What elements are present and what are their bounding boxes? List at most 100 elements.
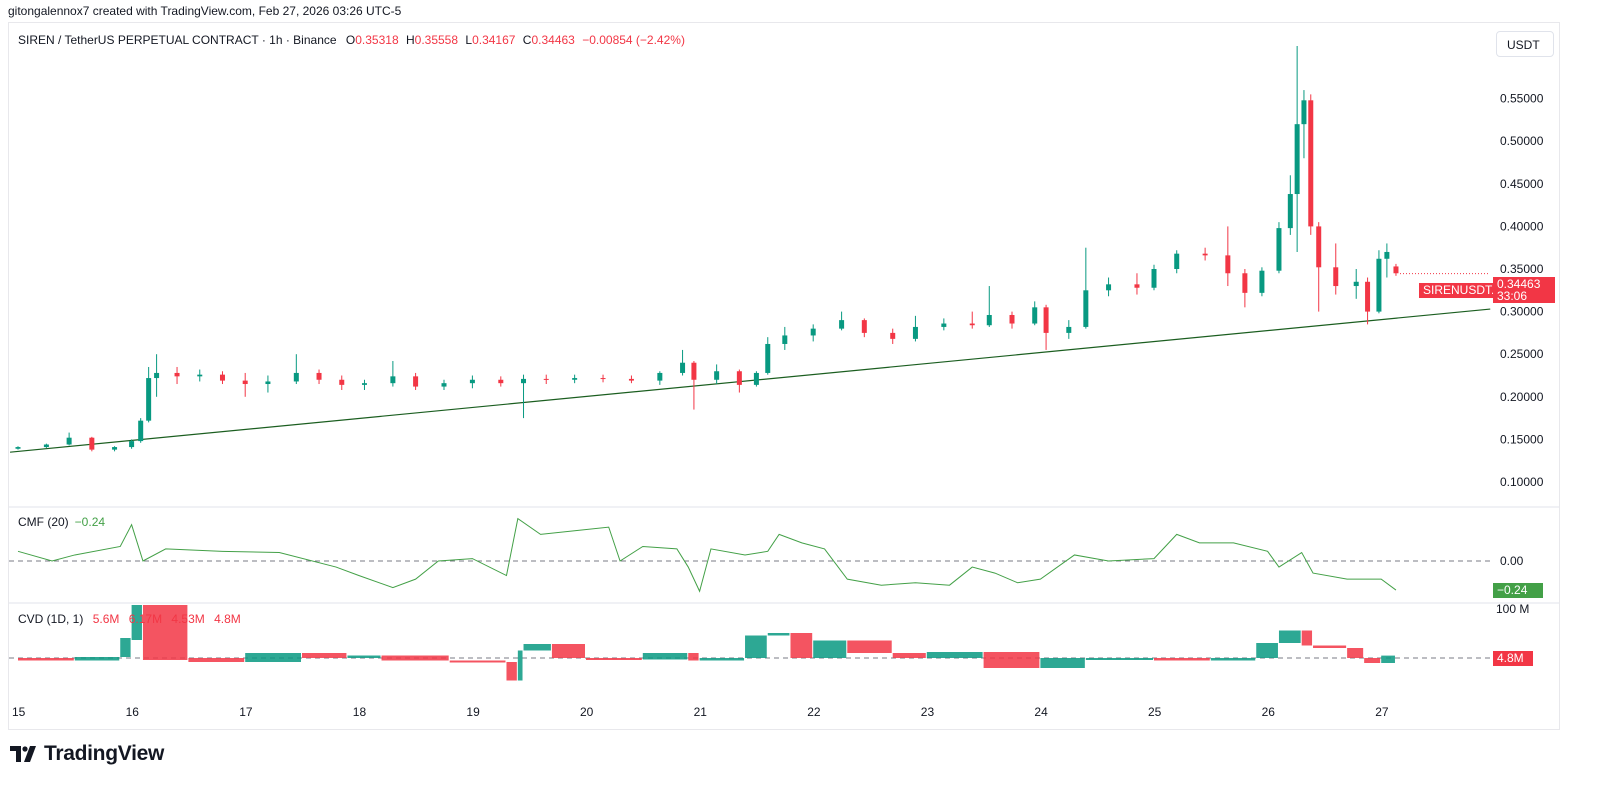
candle-body [339, 379, 345, 385]
candle [469, 375, 475, 389]
cvd-bar [892, 653, 926, 658]
candle [1032, 301, 1038, 326]
candle [390, 361, 396, 387]
candle-body [174, 372, 180, 377]
symbol-price-tag: SIRENUSDT.P [1419, 283, 1507, 298]
candle-body [543, 378, 549, 380]
candle [714, 364, 720, 385]
candle-body [413, 376, 419, 387]
candle-body [986, 315, 992, 326]
low-value: 0.34167 [472, 33, 516, 47]
cvd-bar [642, 653, 688, 660]
candle-body [1106, 284, 1112, 291]
tradingview-logo[interactable]: TradingView [10, 742, 164, 766]
cvd-value: 4.53M [171, 612, 205, 626]
candle [138, 418, 144, 443]
candle [89, 436, 95, 452]
high-value: 0.35558 [414, 33, 459, 47]
candle-body [15, 447, 21, 449]
candle-body [1242, 273, 1248, 293]
candle [66, 432, 72, 446]
cvd-bar [1313, 645, 1347, 648]
candle [1333, 243, 1339, 295]
cvd-axis-label: 100 M [1496, 602, 1530, 616]
cvd-bar [767, 633, 790, 636]
candle [174, 366, 180, 385]
currency-button[interactable]: USDT [1496, 31, 1554, 57]
trendline [9, 308, 1491, 453]
price-tick-label: 0.10000 [1500, 475, 1544, 489]
candle [197, 369, 203, 382]
candle-body [765, 343, 771, 373]
close-value: 0.34463 [531, 33, 575, 47]
candle-body [219, 374, 225, 381]
candle-body [154, 372, 160, 379]
low-label: L [465, 33, 473, 47]
price-tick-label: 0.40000 [1500, 219, 1544, 233]
cvd-bar [18, 658, 74, 661]
candle [1287, 175, 1293, 235]
price-tick-label: 0.55000 [1500, 92, 1544, 106]
candle [15, 446, 21, 450]
time-tick-label: 26 [1262, 705, 1276, 719]
candle-body [89, 437, 95, 450]
candle-body [1151, 269, 1157, 288]
cvd-bar [1347, 648, 1364, 658]
candle [753, 371, 759, 387]
candle-body [1353, 281, 1359, 287]
candle-body [736, 371, 742, 385]
candle [680, 349, 686, 376]
cmf-zero-label: 0.00 [1500, 554, 1524, 568]
cvd-bar [688, 653, 699, 661]
candle [782, 326, 788, 350]
chart-credit: gitongalennox7 created with TradingView.… [8, 4, 402, 18]
candle [112, 446, 118, 452]
cvd-bar [347, 655, 381, 658]
candle-body [1083, 290, 1089, 327]
cvd-legend[interactable]: CVD (1D, 1) 5.6M 6.17M 4.53M 4.8M [18, 612, 241, 626]
cvd-bar [517, 650, 523, 681]
candle-body [1043, 307, 1049, 333]
high-label: H [405, 33, 415, 47]
candle-body [293, 372, 299, 382]
candle-body [941, 323, 947, 327]
candle [1276, 222, 1282, 274]
candle [1083, 247, 1089, 329]
symbol-legend: SIREN / TetherUS PERPETUAL CONTRACT · 1h… [18, 33, 685, 47]
cvd-value: 6.17M [128, 612, 163, 626]
candle [1151, 264, 1157, 291]
candle [1294, 46, 1300, 252]
cvd-bar [847, 640, 892, 653]
candle [912, 315, 918, 342]
candle-body [628, 378, 634, 381]
candle [242, 372, 248, 397]
candle-body [1287, 194, 1293, 229]
candle [521, 374, 527, 419]
candle [765, 337, 771, 375]
last-price-tag: 0.34463 33:06 [1493, 277, 1555, 303]
cmf-legend[interactable]: CMF (20) −0.24 [18, 515, 105, 529]
price-tick-label: 0.35000 [1500, 262, 1544, 276]
cvd-bar [1381, 655, 1395, 663]
candle-body [1276, 228, 1282, 271]
cvd-bar [188, 658, 245, 662]
close-label: C [522, 33, 532, 47]
candle [628, 375, 634, 384]
cvd-bar [1040, 658, 1085, 668]
cvd-label: CVD (1D, 1) [18, 612, 84, 626]
candle-body [810, 328, 816, 336]
cvd-bar [551, 644, 585, 658]
candle [543, 374, 549, 385]
candle [361, 379, 367, 390]
time-tick-label: 21 [694, 705, 708, 719]
candle [265, 375, 271, 393]
cvd-bar [1085, 658, 1153, 660]
candle-body [1294, 124, 1300, 195]
candle-body [1376, 258, 1382, 312]
candle [441, 379, 447, 390]
symbol-title[interactable]: SIREN / TetherUS PERPETUAL CONTRACT · 1h… [18, 33, 337, 47]
logo-text: TradingView [44, 742, 165, 765]
candle [691, 361, 697, 410]
candle [1242, 269, 1248, 308]
